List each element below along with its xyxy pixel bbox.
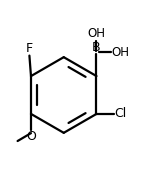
Text: O: O [26,130,36,143]
Text: F: F [26,42,33,55]
Text: B: B [92,41,101,54]
Text: Cl: Cl [114,107,126,120]
Text: OH: OH [112,46,130,59]
Text: OH: OH [87,27,106,40]
